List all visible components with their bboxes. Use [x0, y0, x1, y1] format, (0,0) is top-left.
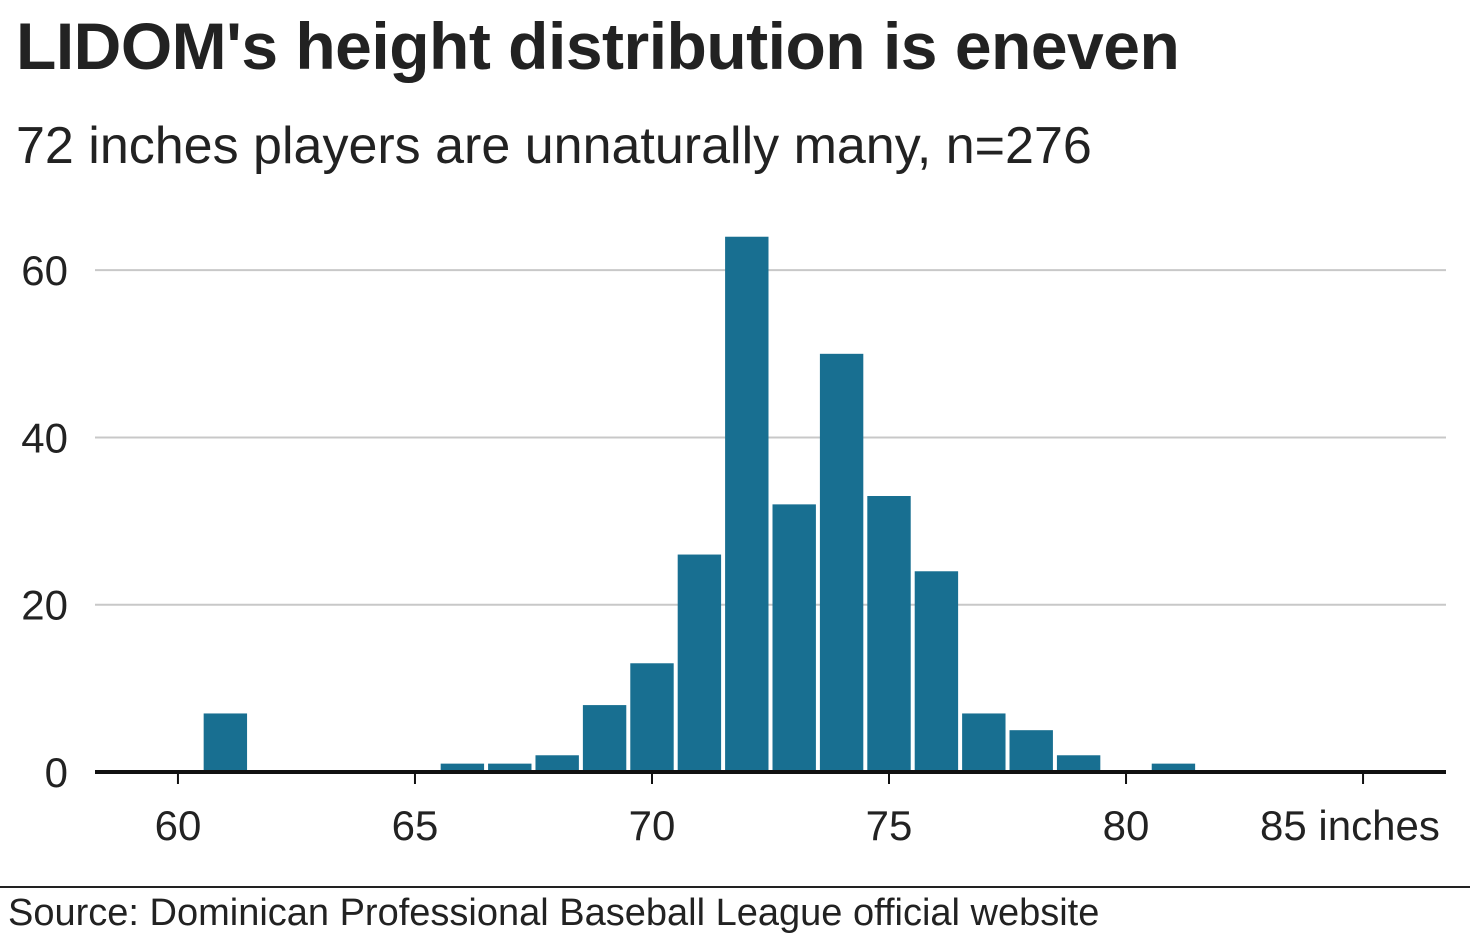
bar-74-inches: [819, 353, 864, 772]
x-tick-label-70: 70: [629, 802, 676, 849]
bar-81-inches: [1151, 763, 1196, 772]
x-tick-labels: 60 65 70 75 80 85 inches: [155, 802, 1440, 849]
source-note: Source: Dominican Professional Baseball …: [8, 892, 1100, 934]
y-grid-lines: [95, 269, 1446, 606]
x-tick-marks: [176, 772, 1365, 784]
x-tick-label-80: 80: [1103, 802, 1150, 849]
x-tick-label-65: 65: [392, 802, 439, 849]
y-tick-label-40: 40: [21, 414, 68, 461]
y-tick-label-20: 20: [21, 582, 68, 629]
x-tick-label-85: 85 inches: [1260, 802, 1440, 849]
bar-70-inches: [630, 663, 674, 772]
bar-79-inches: [1056, 755, 1101, 772]
chart-subtitle: 72 inches players are unnaturally many, …: [16, 117, 1092, 175]
bar-66-inches: [440, 763, 485, 772]
bar-76-inches: [914, 571, 959, 772]
y-tick-labels: 0 20 40 60: [21, 247, 68, 796]
histogram-bars: [203, 236, 1196, 772]
bar-77-inches: [962, 713, 1006, 772]
bar-71-inches: [677, 554, 722, 772]
bar-61-inches: [203, 713, 248, 772]
x-tick-label-60: 60: [155, 802, 202, 849]
bar-73-inches: [772, 504, 816, 772]
bar-69-inches: [582, 705, 627, 772]
bar-78-inches: [1009, 730, 1053, 772]
bar-75-inches: [867, 496, 911, 772]
bar-67-inches: [488, 763, 532, 772]
source-divider: [0, 886, 1470, 888]
x-tick-label-75: 75: [866, 802, 913, 849]
y-tick-label-60: 60: [21, 247, 68, 294]
bar-72-inches: [725, 236, 769, 772]
chart-title: LIDOM's height distribution is eneven: [16, 9, 1180, 83]
bar-68-inches: [535, 755, 579, 772]
y-tick-label-0: 0: [45, 749, 68, 796]
